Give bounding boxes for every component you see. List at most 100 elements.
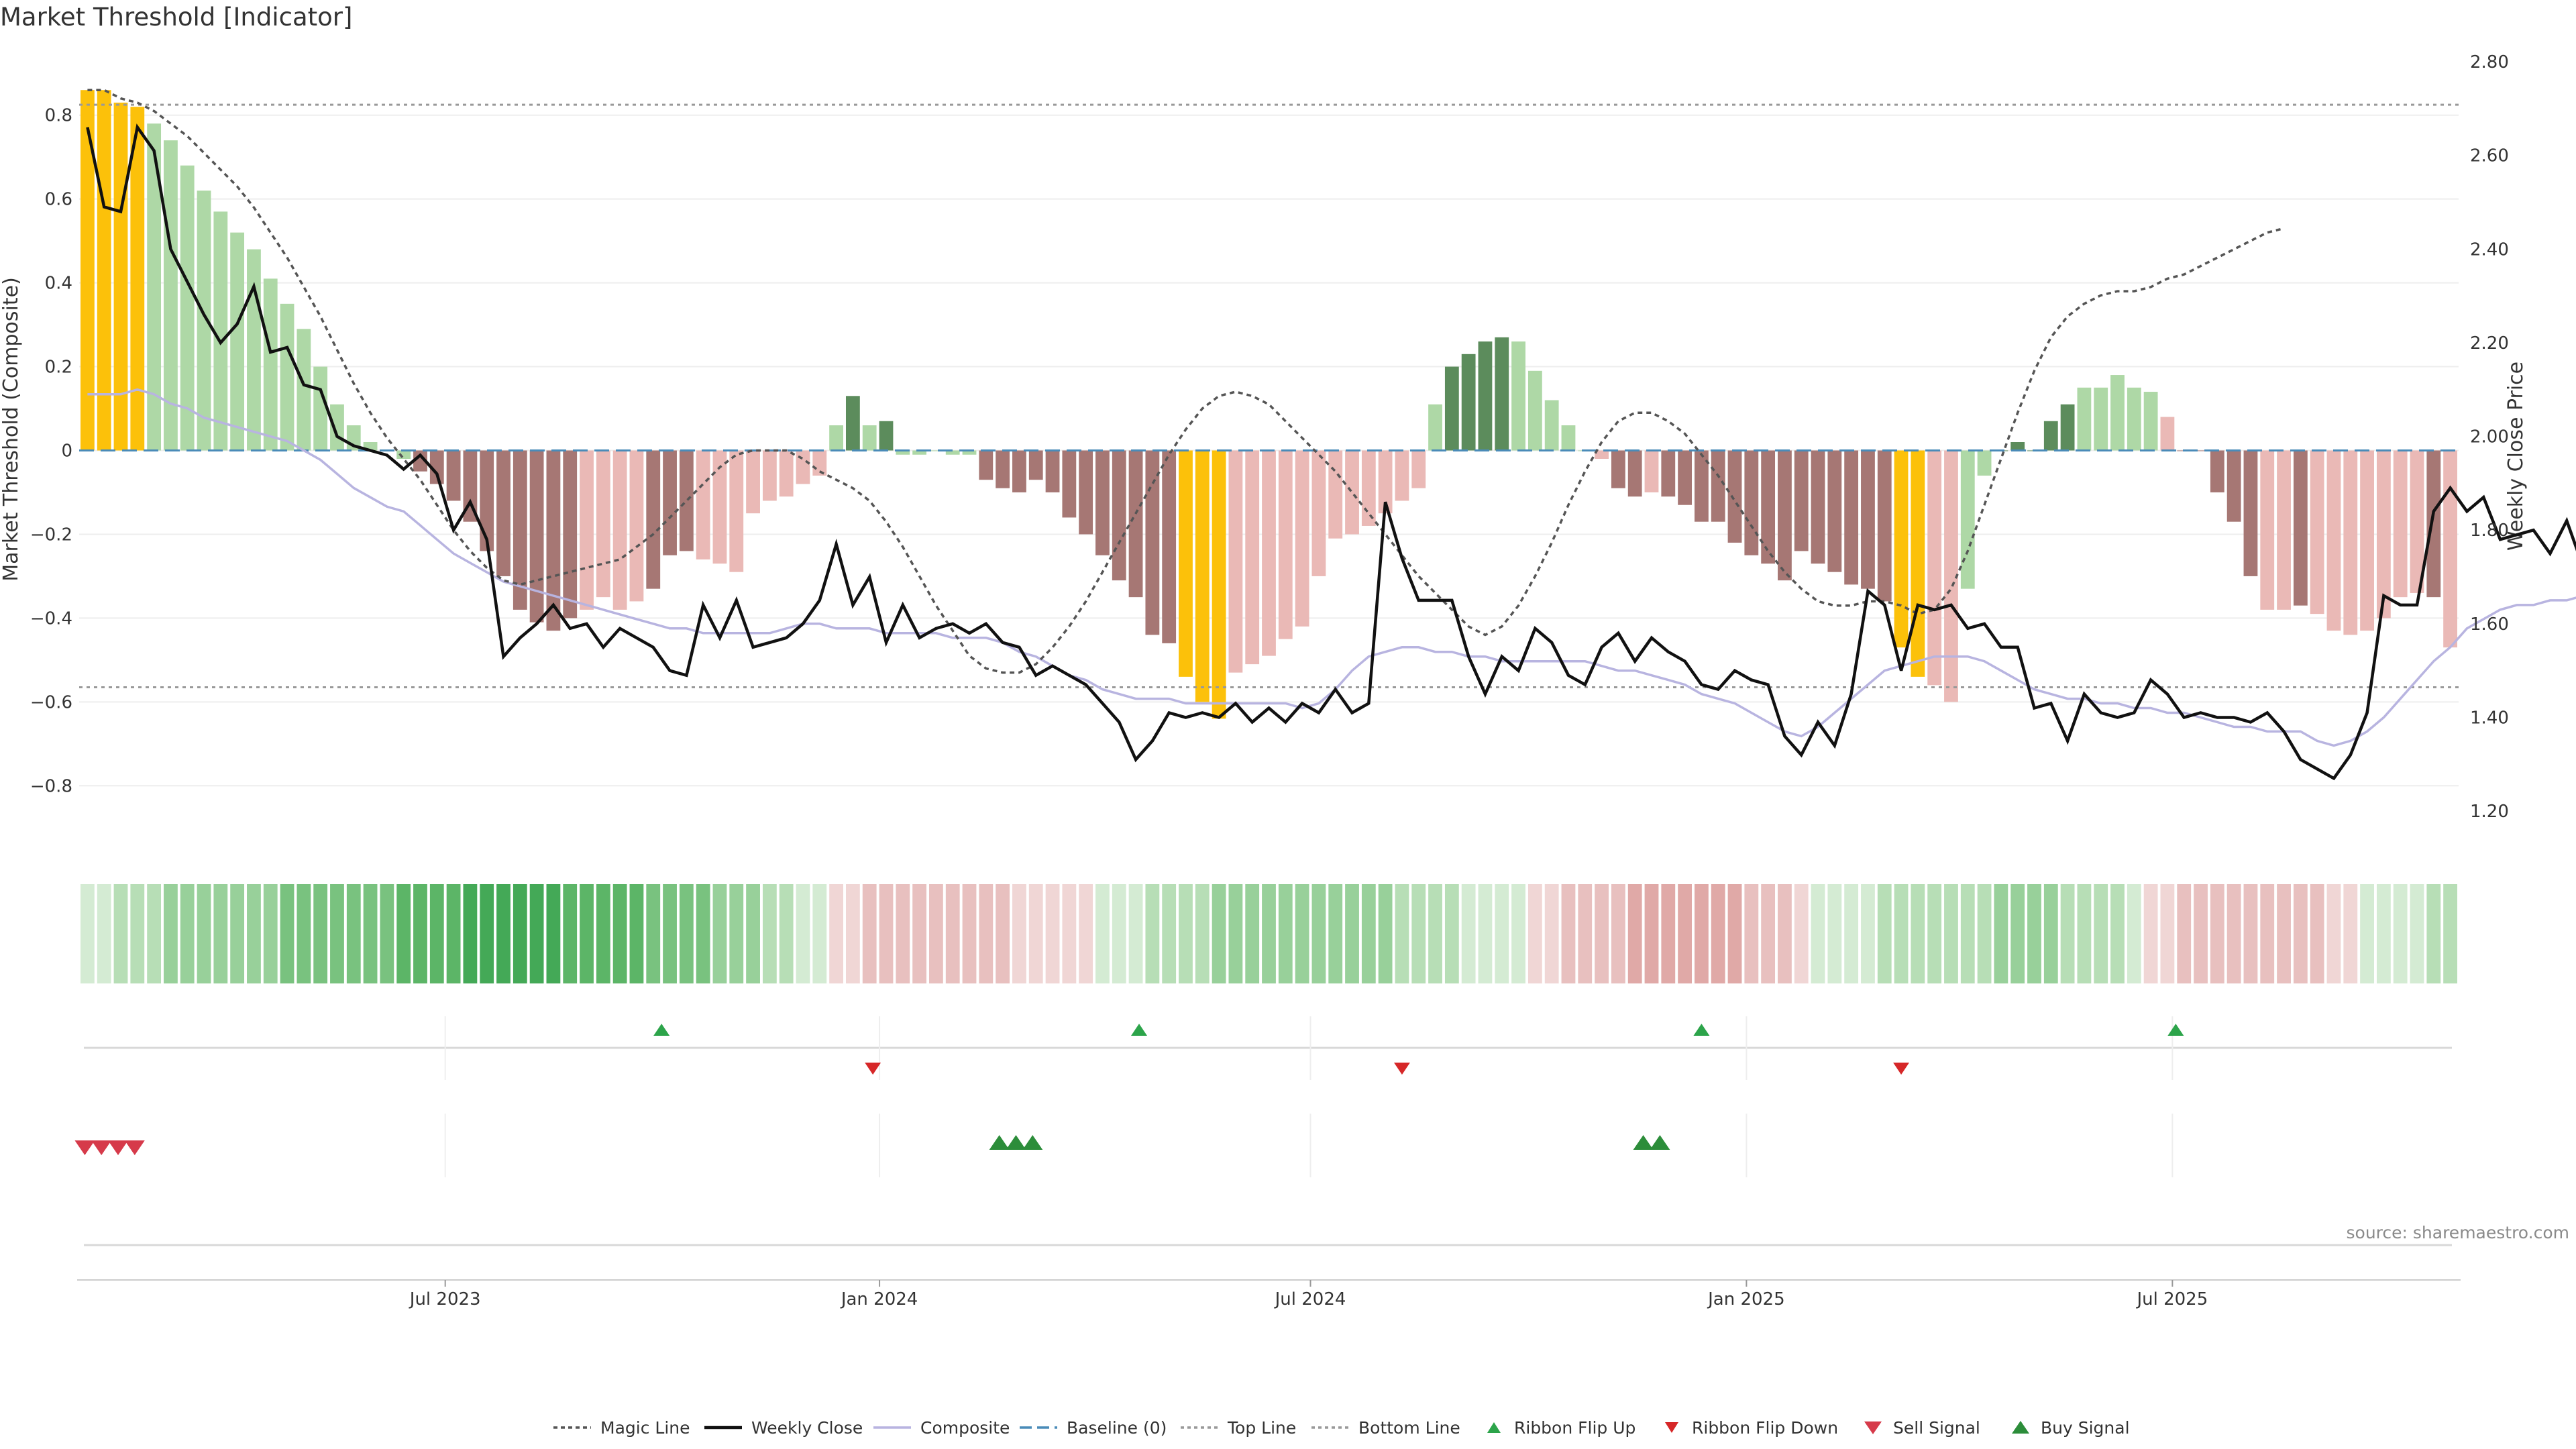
ribbon-cell: [1627, 884, 1642, 983]
ribbon-cell: [2043, 884, 2058, 983]
composite-bar: [1861, 450, 1875, 589]
composite-bar: [646, 450, 661, 589]
composite-bar: [2077, 387, 2092, 451]
composite-bar: [1844, 450, 1859, 585]
ribbon-cell: [1977, 884, 1992, 983]
ribbon-cell: [2277, 884, 2291, 983]
composite-bar: [1561, 425, 1576, 451]
buy-signal-marker: [1006, 1135, 1026, 1150]
ribbon-cell: [979, 884, 994, 983]
y2-tick-label: 1.60: [2470, 614, 2509, 635]
ribbon-cell: [796, 884, 810, 983]
composite-bar: [1778, 450, 1792, 581]
composite-bar: [1028, 450, 1043, 480]
ribbon-cell: [97, 884, 111, 983]
ribbon-cell: [213, 884, 228, 983]
composite-bar: [446, 450, 461, 501]
y2-tick-label: 2.40: [2470, 239, 2509, 260]
ribbon-cell: [1544, 884, 1559, 983]
legend-label: Composite: [920, 1418, 1010, 1438]
composite-bar: [1727, 450, 1742, 543]
ribbon-cell: [1179, 884, 1193, 983]
ribbon-cell: [2310, 884, 2324, 983]
composite-bar: [113, 102, 128, 451]
x-tick-label: Jul 2023: [409, 1289, 481, 1309]
y-ticks: 0.8 0.6 0.4 0.2 0 −0.2 −0.4 −0.6 −0.8: [30, 106, 72, 797]
composite-bar: [746, 450, 760, 514]
ribbon-cell: [1295, 884, 1309, 983]
composite-bar: [580, 450, 594, 610]
composite-bar: [1794, 450, 1809, 551]
ribbon-cell: [2426, 884, 2441, 983]
composite-bar: [2243, 450, 2258, 576]
composite-bar: [130, 107, 145, 451]
composite-bar: [2110, 375, 2125, 451]
composite-bar: [679, 450, 694, 551]
composite-bar: [2360, 450, 2374, 631]
ribbon-cell: [1478, 884, 1493, 983]
ribbon-cell: [2160, 884, 2175, 983]
ribbon-cell: [113, 884, 128, 983]
composite-bar: [1827, 450, 1842, 572]
composite-bar: [796, 450, 810, 484]
ribbon-cell: [1378, 884, 1393, 983]
composite-bar: [2060, 404, 2075, 451]
ribbon-cell: [812, 884, 827, 983]
composite-bar: [2210, 450, 2224, 492]
y-tick-label: −0.6: [30, 692, 72, 712]
composite-bar: [1960, 450, 1975, 589]
composite-line: [87, 388, 2576, 747]
composite-bar: [1361, 450, 1376, 526]
composite-bar: [1711, 450, 1725, 522]
legend-label: Magic Line: [600, 1418, 690, 1438]
ribbon-cell: [596, 884, 610, 983]
composite-bar: [496, 450, 511, 576]
composite-bar: [180, 165, 195, 451]
composite-bar: [629, 450, 644, 602]
ribbon-cell: [130, 884, 145, 983]
legend-swatch: [1864, 1421, 1882, 1434]
ribbon-cell: [2293, 884, 2308, 983]
ribbon-cell: [746, 884, 760, 983]
composite-bar: [429, 450, 444, 484]
ribbon-cell: [1311, 884, 1326, 983]
ribbon-cell: [1894, 884, 1909, 983]
composite-bar: [2160, 417, 2175, 451]
ribbon-cell: [2210, 884, 2224, 983]
buy-signal-marker: [1633, 1135, 1654, 1150]
composite-bar: [1461, 354, 1476, 451]
ribbon: [80, 884, 2457, 983]
composite-bar: [1295, 450, 1309, 627]
composite-bar: [563, 450, 578, 619]
composite-bar: [696, 450, 710, 559]
ribbon-cell: [1960, 884, 1975, 983]
composite-bar: [2426, 450, 2441, 598]
composite-bar: [1611, 450, 1625, 488]
ribbon-cell: [679, 884, 694, 983]
ribbon-cell: [1328, 884, 1343, 983]
ribbon-flip-up-marker: [2167, 1024, 2184, 1036]
ribbon-cell: [1844, 884, 1859, 983]
ribbon-cell: [396, 884, 411, 983]
ribbon-cell: [1678, 884, 1693, 983]
ribbon-cell: [529, 884, 544, 983]
composite-bar: [962, 450, 977, 455]
composite-bar: [1095, 450, 1110, 555]
composite-bar: [2376, 450, 2391, 619]
ribbon-cell: [2226, 884, 2241, 983]
composite-bar: [912, 450, 927, 455]
ribbon-cell: [2177, 884, 2192, 983]
ribbon-cell: [729, 884, 744, 983]
ribbon-cell: [1644, 884, 1659, 983]
ribbon-cell: [2127, 884, 2141, 983]
composite-bar: [1544, 400, 1559, 451]
composite-bar: [546, 450, 561, 631]
composite-bar: [280, 303, 294, 451]
ribbon-cell: [429, 884, 444, 983]
composite-bar: [779, 450, 794, 497]
composite-bar: [1877, 450, 1892, 602]
composite-bar: [2310, 450, 2324, 614]
composite-bar: [1744, 450, 1759, 555]
composite-bar: [247, 249, 261, 451]
legend-label: Baseline (0): [1067, 1418, 1167, 1438]
